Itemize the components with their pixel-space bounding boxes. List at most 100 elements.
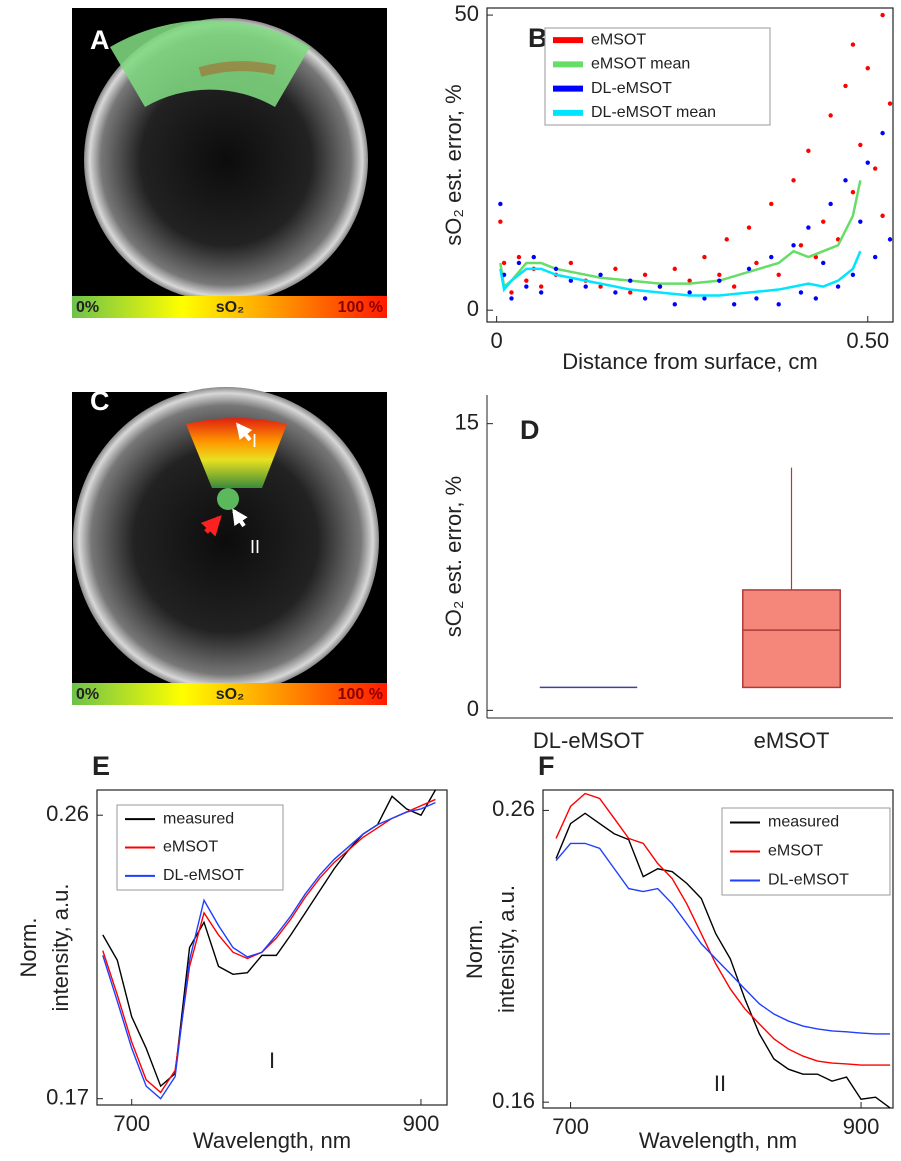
plot-frame	[486, 7, 894, 323]
mean-line	[499, 180, 862, 289]
scatter-point	[538, 290, 544, 295]
scatter-point	[858, 219, 863, 224]
series-line	[102, 801, 436, 1100]
legend-box	[544, 27, 771, 126]
legend-label: eMSOT	[163, 839, 218, 856]
scatter-point	[501, 272, 507, 277]
y-tick-label: 0	[467, 296, 479, 321]
annotation: I	[269, 1048, 275, 1073]
legend-label: measured	[768, 814, 839, 831]
panel-a-image: 0% sO₂ 100 % A	[72, 8, 387, 318]
colorbar-title: sO₂	[216, 686, 244, 703]
scatter-point	[843, 178, 848, 183]
scatter-point	[858, 142, 863, 148]
scatter-point	[872, 166, 878, 171]
scatter-point	[538, 284, 544, 289]
scatter-point	[702, 296, 707, 301]
series-line	[102, 798, 436, 1094]
panel-label: D	[520, 415, 540, 445]
legend-label: DL-eMSOT	[591, 80, 672, 97]
panel-label: C	[90, 386, 110, 416]
panel-label: A	[90, 25, 110, 55]
scatter-point	[791, 243, 796, 248]
arrow	[236, 422, 253, 442]
scatter-point	[613, 266, 618, 272]
colorbar-title: sO₂	[216, 299, 244, 316]
scatter-point	[672, 302, 677, 307]
scatter-point	[498, 201, 503, 207]
scatter-point	[717, 278, 722, 283]
scatter-point	[798, 290, 804, 295]
series-line	[555, 792, 891, 1066]
y-axis-label: intensity, a.u.	[48, 884, 73, 1012]
x-tick-label: 900	[403, 1111, 440, 1136]
panel-label: E	[92, 751, 110, 781]
legend-label: DL-eMSOT	[768, 872, 849, 889]
scatter-point	[880, 12, 885, 18]
scatter-point	[516, 254, 522, 260]
y-tick-label: 50	[455, 1, 479, 26]
scatter-point	[887, 101, 893, 106]
scatter-point	[835, 284, 841, 289]
x-tick-label: 700	[113, 1111, 150, 1136]
scatter-point	[821, 260, 826, 266]
scatter-point	[746, 266, 752, 272]
scatter-point	[568, 260, 574, 266]
scatter-point	[642, 296, 648, 301]
box	[742, 589, 841, 689]
y-axis-label: sO₂ est. error, %	[441, 84, 466, 245]
scatter-point	[613, 290, 618, 295]
scatter-point	[865, 66, 870, 71]
scatter-point	[850, 42, 856, 47]
scatter-point	[628, 290, 633, 295]
colorbar-min: 0%	[76, 299, 99, 316]
scatter-point	[687, 278, 692, 283]
y-tick-label: 0.17	[46, 1085, 89, 1110]
scatter-point	[776, 272, 781, 277]
panel-c-image: I II 0% sO₂ 100 % C	[72, 386, 387, 705]
legend-label: eMSOT	[591, 31, 646, 48]
x-axis-label: Distance from surface, cm	[562, 349, 818, 374]
scatter-point	[702, 254, 707, 260]
x-axis-label: Wavelength, nm	[639, 1128, 797, 1153]
legend-label: eMSOT mean	[591, 56, 690, 73]
scatter-point	[583, 284, 588, 289]
scatter-point	[843, 83, 848, 89]
scatter-point	[524, 284, 529, 289]
scatter-point	[598, 284, 603, 289]
annotation: II	[714, 1071, 726, 1096]
scatter-point	[509, 296, 514, 301]
inclusion	[217, 488, 239, 510]
scatter-point	[509, 290, 514, 295]
scatter-point	[516, 260, 522, 266]
scatter-point	[628, 278, 633, 283]
y-axis-label: Norm.	[16, 918, 41, 978]
plot-frame	[542, 789, 894, 1109]
x-tick-label: 900	[843, 1114, 880, 1139]
scatter-point	[724, 237, 729, 242]
scatter-point	[717, 272, 722, 277]
y-tick-label: 0.26	[46, 801, 89, 826]
y-tick-label: 15	[455, 409, 479, 434]
scatter-point	[850, 189, 856, 195]
scatter-point	[806, 225, 811, 230]
series-line	[102, 789, 437, 1088]
x-axis-label: Wavelength, nm	[193, 1128, 351, 1153]
scatter-point	[754, 260, 759, 266]
scatter-point	[769, 201, 774, 207]
scatter-point	[813, 254, 819, 260]
annotation: II	[250, 537, 260, 557]
legend-label: DL-eMSOT mean	[591, 104, 716, 121]
scatter-point	[865, 160, 870, 165]
scatter-point	[568, 278, 574, 283]
legend-label: eMSOT	[768, 843, 823, 860]
so2-overlay-detail	[198, 61, 277, 77]
plot-frame	[96, 789, 448, 1106]
scatter-point	[657, 284, 663, 289]
scatter-point	[798, 243, 804, 248]
scatter-point	[880, 213, 885, 218]
colorbar	[72, 296, 387, 318]
scatter-point	[806, 148, 811, 154]
arrow	[200, 515, 222, 537]
scatter-point	[821, 219, 826, 224]
